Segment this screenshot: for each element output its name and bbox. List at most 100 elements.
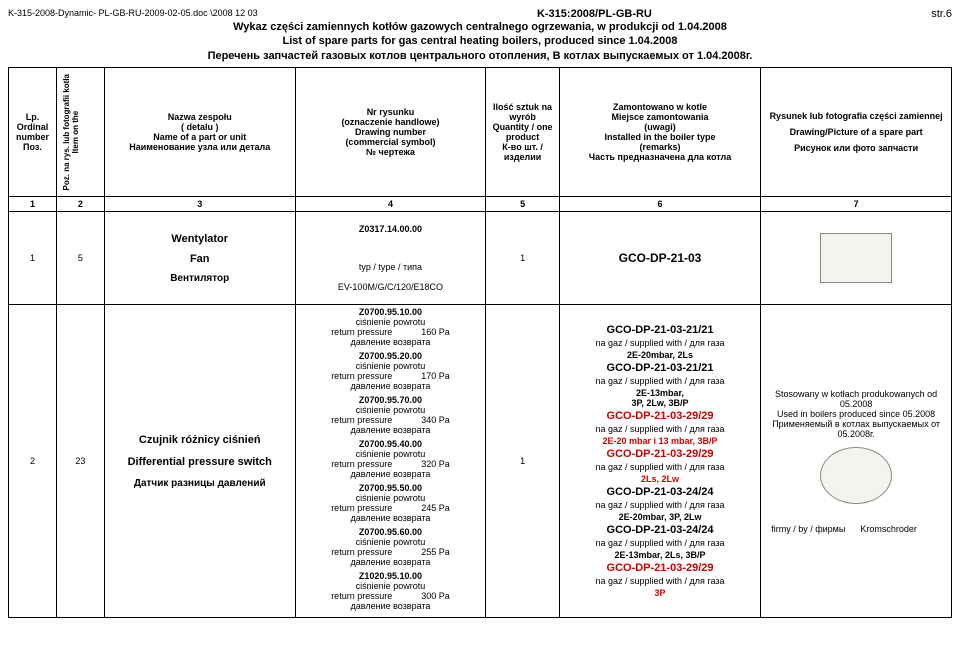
- lp-cell: 1: [9, 212, 57, 305]
- col-drawing: Nr rysunku (oznaczenie handlowe) Drawing…: [295, 67, 486, 196]
- mount-spec: 2Ls, 2Lw: [564, 474, 756, 484]
- pic-note-ru: Применяемый в котлах выпускаемых от: [765, 419, 947, 429]
- spare-parts-table: Lp. Ordinal number Поз. Poz. na rys. lub…: [8, 67, 952, 618]
- pic-note-en: Used in boilers produced since 05.2008: [765, 409, 947, 419]
- mount-header: GCO-DP-21-03-29/29: [564, 448, 756, 460]
- mount-header: GCO-DP-21-03-24/24: [564, 524, 756, 536]
- table-row: 1 5 Wentylator Fan Вентилятор Z0317.14.0…: [9, 212, 952, 305]
- mount-spec: 2E-20mbar, 3P, 2Lw: [564, 512, 756, 522]
- mount-spec: 2E-20mbar, 2Ls: [564, 350, 756, 360]
- mount-gas-line: na gaz / supplied with / для газа: [564, 500, 756, 510]
- mount-spec: 3P: [564, 588, 756, 598]
- variant-line: давление возврата: [300, 381, 482, 391]
- mount-gas-line: na gaz / supplied with / для газа: [564, 424, 756, 434]
- title-block: Wykaz części zamiennych kotłów gazowych …: [8, 20, 952, 63]
- mount-spec: 2E-20 mbar i 13 mbar, 3B/P: [564, 436, 756, 446]
- variant-code: Z0700.95.70.00: [300, 395, 482, 405]
- variant-block: Z0700.95.10.00ciśnienie powrotureturn pr…: [300, 307, 482, 347]
- mount-header: GCO-DP-21-03-21/21: [564, 324, 756, 336]
- name-en: Differential pressure switch: [109, 456, 291, 468]
- mount-gas-line: na gaz / supplied with / для газа: [564, 576, 756, 586]
- variant-line: давление возврата: [300, 513, 482, 523]
- variant-line: ciśnienie powrotu: [300, 449, 482, 459]
- column-number-row: 1 2 3 4 5 6 7: [9, 197, 952, 212]
- variant-line: давление возврата: [300, 425, 482, 435]
- variant-line: ciśnienie powrotu: [300, 317, 482, 327]
- pic-note-date: 05.2008г.: [765, 429, 947, 439]
- variant-line: давление возврата: [300, 557, 482, 567]
- col-name: Nazwa zespołu ( detalu ) Name of a part …: [104, 67, 295, 196]
- table-row: 2 23 Czujnik różnicy ciśnień Differentia…: [9, 305, 952, 618]
- mount-block: GCO-DP-21-03-21/21 na gaz / supplied with…: [564, 324, 756, 360]
- mount-gas-line: na gaz / supplied with / для газа: [564, 462, 756, 472]
- title-en: List of spare parts for gas central heat…: [8, 34, 952, 48]
- variant-code: Z0700.95.20.00: [300, 351, 482, 361]
- mount-block: GCO-DP-21-03-24/24 na gaz / supplied with…: [564, 524, 756, 560]
- variant-code: Z0700.95.40.00: [300, 439, 482, 449]
- variant-line: давление возврата: [300, 601, 482, 611]
- mount-block: GCO-DP-21-03-29/29 na gaz / supplied with…: [564, 562, 756, 598]
- variant-line: давление возврата: [300, 469, 482, 479]
- poz-cell: 23: [56, 305, 104, 618]
- drawing-cell: Z0700.95.10.00ciśnienie powrotureturn pr…: [295, 305, 486, 618]
- variant-line: давление возврата: [300, 337, 482, 347]
- col-picture: Rysunek lub fotografia części zamiennej …: [761, 67, 952, 196]
- qty-cell: 1: [486, 305, 560, 618]
- mount-header: GCO-DP-21-03-29/29: [564, 410, 756, 422]
- variant-code: Z0700.95.50.00: [300, 483, 482, 493]
- variant-line: ciśnienie powrotu: [300, 361, 482, 371]
- firm-line: firmy / by / фирмы Kromschroder: [765, 524, 947, 534]
- variant-line: ciśnienie powrotu: [300, 405, 482, 415]
- variant-block: Z1020.95.10.00ciśnienie powrotureturn pr…: [300, 571, 482, 611]
- lp-cell: 2: [9, 305, 57, 618]
- mount-block: GCO-DP-21-03-29/29 na gaz / supplied with…: [564, 448, 756, 484]
- variant-block: Z0700.95.20.00ciśnienie powrotureturn pr…: [300, 351, 482, 391]
- picture-cell: Stosowany w kotłach produkowanych od 05.…: [761, 305, 952, 618]
- mount-block: GCO-DP-21-03-29/29 na gaz / supplied with…: [564, 410, 756, 446]
- variant-line: ciśnienie powrotu: [300, 581, 482, 591]
- variant-block: Z0700.95.60.00ciśnienie powrotureturn pr…: [300, 527, 482, 567]
- drawing-cell: Z0317.14.00.00 typ / type / типа EV-100M…: [295, 212, 486, 305]
- variant-block: Z0700.95.50.00ciśnienie powrotureturn pr…: [300, 483, 482, 523]
- page-number: str.6: [931, 8, 952, 20]
- col-poz: Poz. na rys. lub fotografii kotła Item o…: [56, 67, 104, 196]
- mount-header: GCO-DP-21-03-24/24: [564, 486, 756, 498]
- variant-line: ciśnienie powrotu: [300, 537, 482, 547]
- variant-block: Z0700.95.40.00ciśnienie powrotureturn pr…: [300, 439, 482, 479]
- fan-image-placeholder: [820, 233, 892, 283]
- name-ru: Вентилятор: [109, 273, 291, 284]
- mount-header: GCO-DP-21-03-29/29: [564, 562, 756, 574]
- picture-cell: [761, 212, 952, 305]
- mount-gas-line: na gaz / supplied with / для газа: [564, 338, 756, 348]
- poz-cell: 5: [56, 212, 104, 305]
- name-cell: Wentylator Fan Вентилятор: [104, 212, 295, 305]
- title-ru: Перечень запчастей газовых котлов центра…: [8, 49, 952, 63]
- name-ru: Датчик разницы давлений: [109, 478, 291, 489]
- col-qty: Ilość sztuk na wyrób Quantity / one prod…: [486, 67, 560, 196]
- variant-code: Z1020.95.10.00: [300, 571, 482, 581]
- variant-line: return pressure255 Pa: [300, 547, 482, 557]
- mount-gas-line: na gaz / supplied with / для газа: [564, 376, 756, 386]
- title-pl: Wykaz części zamiennych kotłów gazowych …: [8, 20, 952, 34]
- pic-note-pl: Stosowany w kotłach produkowanych od 05.…: [765, 389, 947, 409]
- name-cell: Czujnik różnicy ciśnień Differential pre…: [104, 305, 295, 618]
- variant-line: return pressure320 Pa: [300, 459, 482, 469]
- variant-block: Z0700.95.70.00ciśnienie powrotureturn pr…: [300, 395, 482, 435]
- variant-line: return pressure300 Pa: [300, 591, 482, 601]
- page-header: K-315-2008-Dynamic- PL-GB-RU-2009-02-05.…: [8, 8, 952, 20]
- variant-code: Z0700.95.60.00: [300, 527, 482, 537]
- variant-line: return pressure160 Pa: [300, 327, 482, 337]
- variant-line: return pressure170 Pa: [300, 371, 482, 381]
- header-row: Lp. Ordinal number Поз. Poz. na rys. lub…: [9, 67, 952, 196]
- variant-line: return pressure245 Pa: [300, 503, 482, 513]
- mount-header: GCO-DP-21-03-21/21: [564, 362, 756, 374]
- mount-spec: 2E-13mbar, 2Ls, 3B/P: [564, 550, 756, 560]
- col-lp: Lp. Ordinal number Поз.: [9, 67, 57, 196]
- switch-image-placeholder: [820, 447, 892, 504]
- mount-block: GCO-DP-21-03-24/24 na gaz / supplied with…: [564, 486, 756, 522]
- mount-gas-line: na gaz / supplied with / для газа: [564, 538, 756, 548]
- qty-cell: 1: [486, 212, 560, 305]
- name-en: Fan: [109, 253, 291, 265]
- mount-cell: GCO-DP-21-03-21/21 na gaz / supplied with…: [559, 305, 760, 618]
- variant-code: Z0700.95.10.00: [300, 307, 482, 317]
